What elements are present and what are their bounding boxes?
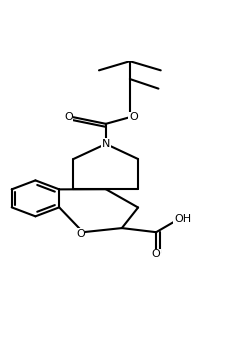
Text: O: O — [151, 249, 160, 259]
Text: N: N — [101, 139, 109, 149]
Text: OH: OH — [173, 214, 190, 224]
Text: O: O — [76, 229, 84, 239]
Text: O: O — [64, 112, 72, 122]
Text: O: O — [128, 112, 137, 122]
